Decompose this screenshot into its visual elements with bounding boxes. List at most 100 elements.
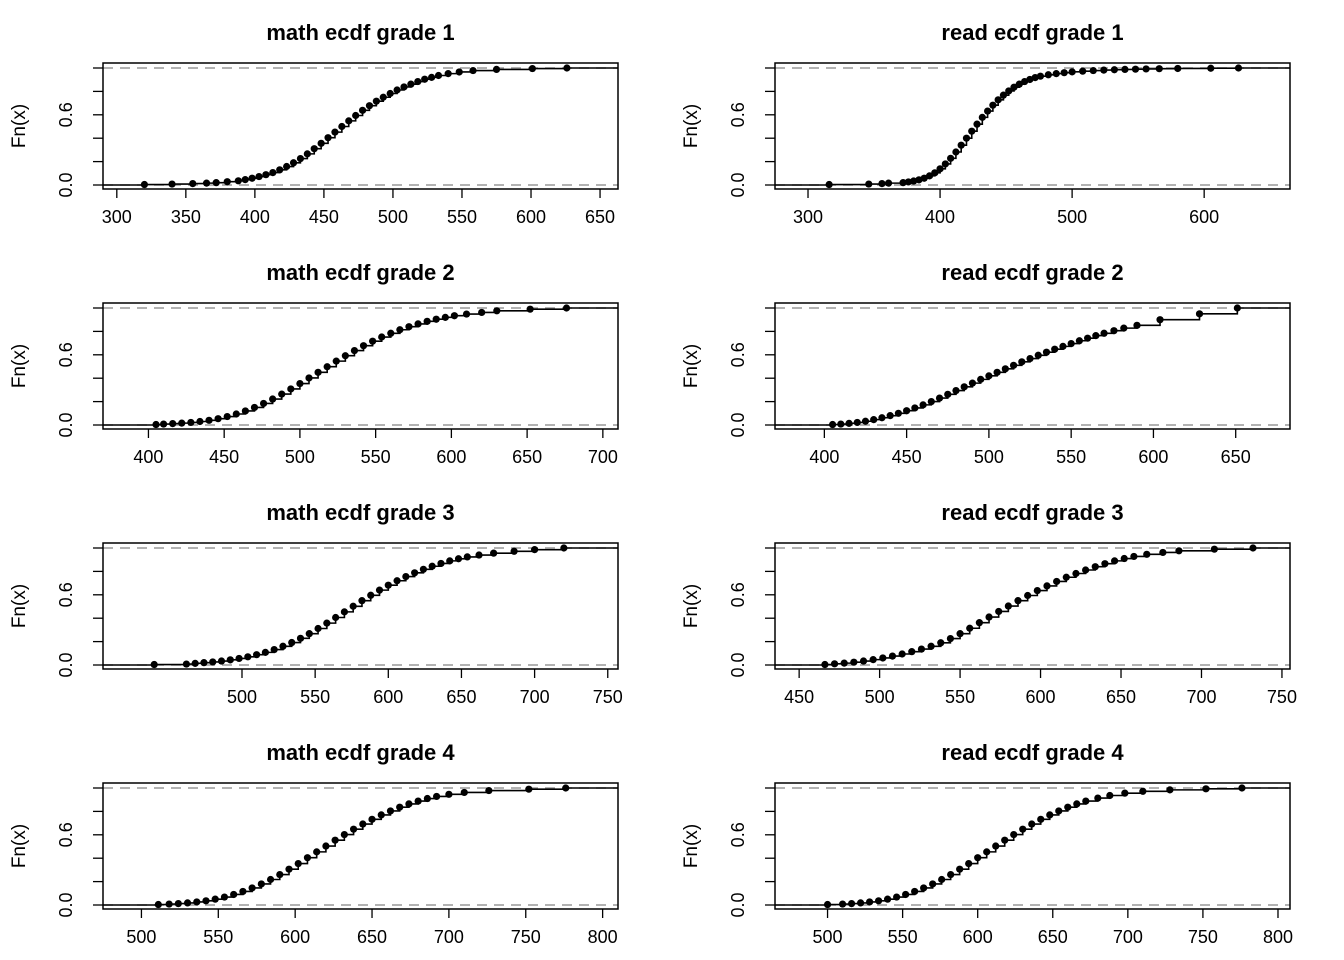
x-tick-label: 750 — [1267, 687, 1297, 707]
ecdf-point — [1084, 334, 1092, 342]
x-tick-label: 750 — [1188, 927, 1218, 947]
ecdf-point — [1055, 807, 1063, 815]
ecdf-point — [821, 660, 829, 669]
ecdf-point — [305, 374, 313, 382]
ecdf-point — [526, 305, 534, 313]
ecdf-point — [1042, 348, 1051, 356]
ecdf-point — [1207, 64, 1215, 72]
ecdf-point — [276, 166, 284, 174]
ecdf-point — [562, 784, 570, 792]
ecdf-point — [966, 624, 974, 632]
ecdf-point — [340, 608, 349, 616]
ecdf-point — [985, 372, 993, 380]
ecdf-point — [441, 313, 449, 321]
ecdf-point — [214, 415, 222, 423]
ecdf-point — [1089, 66, 1097, 75]
ecdf-point — [154, 900, 162, 909]
ecdf-point — [196, 417, 204, 426]
ecdf-point — [165, 900, 173, 908]
y-tick-label: 0.0 — [56, 412, 76, 437]
ecdf-point — [1004, 602, 1012, 610]
x-tick-label: 500 — [378, 207, 408, 227]
ecdf-point — [202, 179, 211, 187]
ecdf-point — [983, 848, 991, 856]
ecdf-point — [455, 68, 463, 76]
ecdf-point — [310, 145, 318, 153]
ecdf-point — [830, 660, 839, 668]
ecdf-point — [1044, 71, 1052, 79]
ecdf-point — [187, 418, 195, 427]
ecdf-point — [975, 619, 983, 627]
ecdf-point — [1175, 547, 1183, 555]
y-tick-label: 0.6 — [56, 582, 76, 607]
ecdf-point — [875, 897, 883, 905]
ecdf-step-line — [775, 307, 1290, 426]
x-tick-label: 700 — [588, 447, 618, 467]
ecdf-point — [239, 887, 247, 896]
ecdf-point — [450, 312, 459, 320]
ecdf-point — [850, 658, 858, 666]
ecdf-point — [1082, 797, 1090, 805]
ecdf-point — [1155, 65, 1163, 73]
ecdf-point — [563, 64, 571, 72]
x-tick-label: 450 — [209, 447, 239, 467]
ecdf-point — [340, 830, 348, 839]
x-tick-label: 400 — [809, 447, 839, 467]
ecdf-point — [261, 648, 270, 656]
ecdf-point — [1036, 72, 1045, 80]
ecdf-point — [847, 899, 856, 908]
ecdf-point — [396, 803, 404, 811]
ecdf-point — [322, 842, 330, 850]
y-axis-label: Fn(x) — [9, 584, 30, 628]
ecdf-point — [919, 401, 927, 409]
ecdf-point — [405, 323, 413, 331]
ecdf-point — [248, 174, 256, 182]
ecdf-panel-5: math ecdf grade 3 500 550 600 650 700 750 0.0 0.… — [9, 500, 623, 707]
ecdf-point — [1052, 70, 1060, 78]
ecdf-point — [419, 565, 428, 573]
y-tick-label: 0.0 — [728, 172, 748, 197]
ecdf-step-line — [775, 67, 1290, 186]
ecdf-point — [823, 900, 832, 909]
y-axis-label: Fn(x) — [9, 104, 30, 148]
ecdf-panel-8: read ecdf grade 4 500 550 600 650 700 750 800 0.… — [681, 740, 1293, 947]
ecdf-point — [423, 317, 431, 325]
ecdf-point — [191, 659, 199, 667]
ecdf-point — [903, 407, 911, 415]
ecdf-point — [911, 887, 919, 896]
ecdf-point — [1075, 337, 1083, 345]
ecdf-point — [1001, 836, 1009, 844]
ecdf-point — [1043, 582, 1051, 590]
ecdf-point — [1249, 544, 1257, 552]
ecdf-point — [884, 895, 892, 903]
ecdf-point — [1142, 65, 1150, 73]
ecdf-point — [1092, 332, 1100, 340]
ecdf-point — [445, 790, 453, 798]
ecdf-point — [248, 884, 256, 892]
plot-frame — [102, 782, 619, 910]
ecdf-point — [1110, 66, 1118, 74]
ecdf-point — [209, 658, 217, 666]
ecdf-point — [927, 398, 935, 406]
ecdf-point — [510, 547, 518, 555]
ecdf-point — [444, 70, 452, 78]
x-tick-label: 650 — [1221, 447, 1251, 467]
ecdf-point — [911, 404, 919, 412]
ecdf-point — [1053, 577, 1061, 586]
ecdf-point — [396, 326, 404, 334]
ecdf-point — [220, 893, 229, 901]
panel-title: math ecdf grade 3 — [266, 500, 454, 525]
ecdf-point — [838, 900, 847, 908]
ecdf-point — [985, 613, 993, 621]
x-tick-label: 600 — [963, 927, 993, 947]
ecdf-point — [341, 352, 349, 360]
ecdf-point — [365, 102, 374, 110]
ecdf-point — [937, 639, 945, 647]
ecdf-point — [525, 785, 533, 793]
x-tick-label: 650 — [512, 447, 542, 467]
ecdf-point — [938, 875, 946, 884]
ecdf-point — [878, 179, 886, 188]
ecdf-point — [168, 180, 176, 188]
x-tick-label: 800 — [1263, 927, 1293, 947]
ecdf-point — [929, 880, 937, 888]
